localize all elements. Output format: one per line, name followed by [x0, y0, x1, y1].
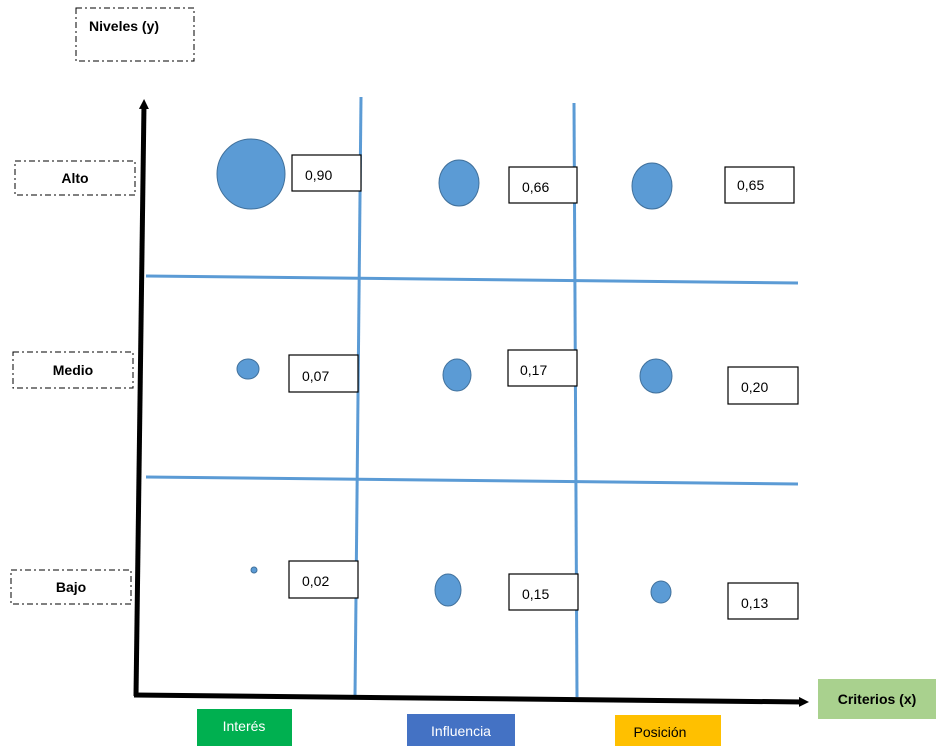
value-text: 0,90: [305, 167, 332, 183]
level-text-alto: Alto: [61, 170, 88, 186]
bubble-alto-interes: [216, 138, 286, 210]
value-box-medio-interes: 0,07: [288, 354, 359, 393]
grid-line-horizontal-top: [145, 274, 799, 285]
bubble-alto-influencia: [438, 159, 480, 207]
x-axis-title: Criterios (x): [838, 691, 917, 707]
value-box-alto-posicion: 0,65: [724, 166, 795, 204]
value-text: 0,65: [737, 177, 764, 193]
level-label-medio: Medio: [12, 351, 134, 389]
bubbles: [216, 138, 673, 607]
value-box-bajo-posicion: 0,13: [727, 582, 799, 620]
criterion-posicion: Posición: [615, 715, 721, 746]
grid-line-horizontal-bottom: [145, 475, 799, 486]
value-text: 0,13: [741, 595, 768, 611]
value-text: 0,15: [522, 586, 549, 602]
bubble-bajo-posicion: [650, 580, 672, 604]
value-box-alto-influencia: 0,66: [508, 166, 578, 204]
y-axis: [133, 99, 149, 697]
x-axis: [133, 692, 809, 707]
criterion-interes: Interés: [197, 709, 292, 746]
bubble-medio-influencia: [442, 358, 472, 392]
criterion-label-posicion: Posición: [634, 724, 687, 740]
criterion-label-interes: Interés: [223, 718, 266, 734]
bubble-medio-interes: [236, 358, 260, 380]
criterion-label-influencia: Influencia: [431, 723, 491, 739]
value-text: 0,02: [302, 573, 329, 589]
bubble-bajo-influencia: [434, 573, 462, 607]
value-text: 0,07: [302, 368, 329, 384]
level-label-bajo: Bajo: [10, 569, 132, 605]
bubble-medio-posicion: [639, 358, 673, 394]
value-text: 0,20: [741, 379, 768, 395]
level-label-alto: Alto: [14, 160, 136, 196]
x-axis-title-box: Criterios (x): [818, 679, 936, 719]
y-axis-title-box: Niveles (y): [75, 7, 195, 62]
value-box-alto-interes: 0,90: [291, 154, 362, 192]
bubble-alto-posicion: [631, 162, 673, 210]
value-box-bajo-influencia: 0,15: [508, 573, 579, 611]
value-box-bajo-interes: 0,02: [288, 560, 359, 599]
value-text: 0,66: [522, 179, 549, 195]
y-axis-title: Niveles (y): [89, 18, 159, 34]
bubble-bajo-interes: [250, 566, 258, 574]
value-boxes: 0,90 0,66 0,65 0,07 0,17 0,20 0,02 0,: [288, 154, 799, 620]
value-text: 0,17: [520, 362, 547, 378]
value-box-medio-influencia: 0,17: [507, 349, 578, 387]
criterion-influencia: Influencia: [407, 714, 515, 746]
level-text-medio: Medio: [53, 362, 93, 378]
value-box-medio-posicion: 0,20: [727, 366, 799, 405]
level-text-bajo: Bajo: [56, 579, 86, 595]
